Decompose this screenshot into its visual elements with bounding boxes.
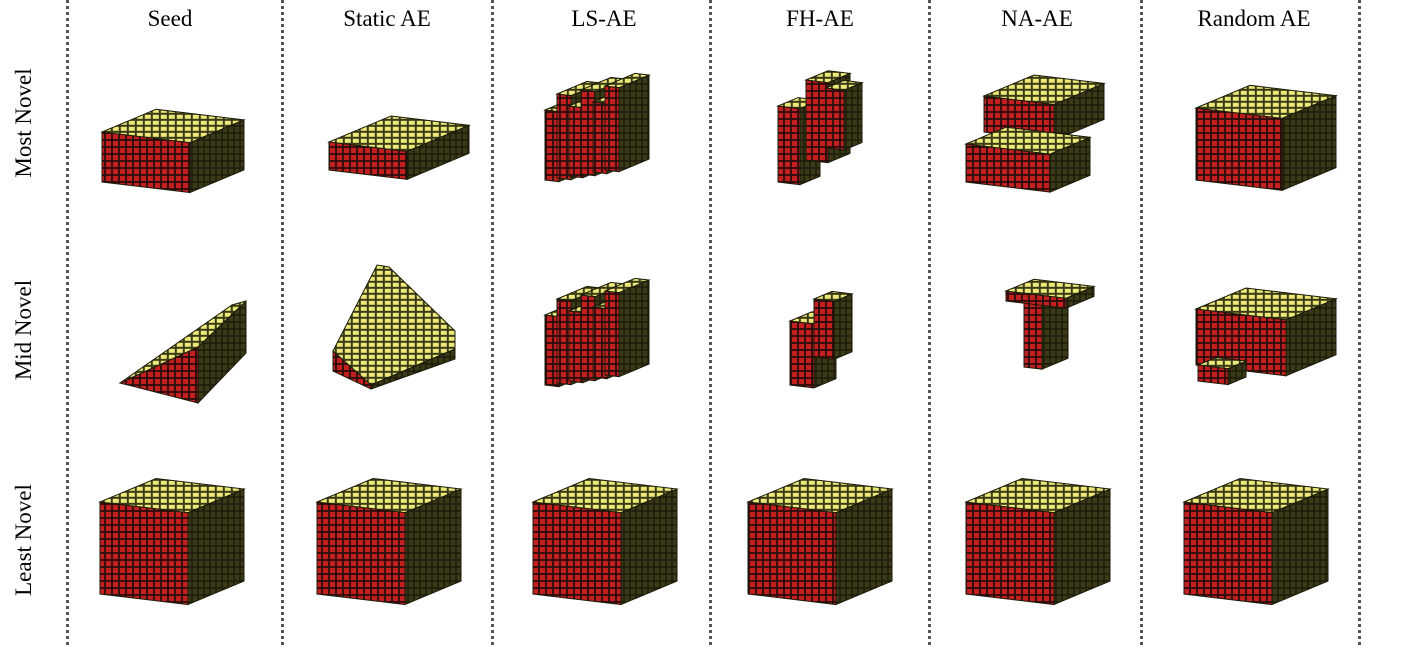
voxel-shape-r1-c3-tower-b-front [813, 298, 835, 360]
voxel-shape-r0-c1 [327, 115, 471, 181]
voxel-shape-r1-c5-body-top [1194, 287, 1338, 321]
voxel-shape-r0-c2-fin-5-top [603, 72, 651, 89]
voxel-shape-r1-c3-tower-b-top [812, 290, 854, 302]
column-title-static-ae: Static AE [343, 6, 431, 31]
voxel-shape-r1-c1 [332, 264, 456, 390]
voxel-shape-r2-c0 [98, 477, 246, 606]
voxel-shape-r2-c2 [531, 477, 679, 606]
voxel-shape-r1-c2 [543, 277, 651, 388]
column-title-seed: Seed [147, 6, 193, 31]
voxel-shape-r0-c3-tower-b-top [804, 70, 852, 84]
voxel-shape-r2-c2-cube-front [532, 501, 622, 606]
voxel-shape-r0-c5-lattice-front [1195, 107, 1283, 191]
voxel-shape-r2-c4-cube-top [964, 477, 1112, 514]
voxel-shape-r2-c1-cube-top [315, 477, 463, 514]
voxel-shape-r0-c0 [100, 108, 246, 194]
voxel-shape-r0-c0-slab-top [100, 108, 246, 144]
column-title-na-ae: NA-AE [1001, 6, 1073, 31]
voxel-shape-r1-c0-ramp-top [119, 300, 247, 384]
voxel-shape-r0-c2-fin-5-front [604, 85, 620, 173]
voxel-shape-r0-c3-tower-c-front [825, 87, 845, 151]
voxel-shape-r2-c3-cube-top [746, 477, 894, 514]
column-title-random-ae: Random AE [1197, 6, 1311, 31]
voxel-shape-r1-c2-fin-5-side [618, 279, 650, 378]
voxel-shape-r0-c4-lower-top [964, 126, 1092, 155]
voxel-shape-r0-c3-tower-c-top [824, 79, 864, 91]
voxel-shape-r1-c2-fin-5-top [603, 277, 651, 294]
voxel-shape-r2-c2-cube-top [531, 477, 679, 514]
divider-left [66, 0, 69, 645]
voxel-shape-r1-c5 [1194, 287, 1338, 386]
divider-2 [491, 0, 494, 645]
voxel-shape-r1-c4-stem-front [1023, 302, 1043, 370]
column-title-fh-ae: FH-AE [786, 6, 854, 31]
column-title-ls-ae: LS-AE [571, 6, 637, 31]
voxel-shape-r0-c4-upper-top [982, 74, 1106, 105]
divider-3 [709, 0, 712, 645]
divider-5 [1140, 0, 1143, 645]
voxel-shape-r2-c4-cube-front [965, 501, 1055, 606]
voxel-shape-r1-c4-cap-top [1004, 278, 1096, 299]
voxel-shape-r2-c5-cube-top [1182, 477, 1330, 514]
voxel-shape-r0-c3-tower-c-side [843, 81, 863, 151]
voxel-shape-r2-c5 [1182, 477, 1330, 606]
voxel-shape-r2-c4 [964, 477, 1112, 606]
voxel-shape-r0-c2 [543, 72, 651, 183]
voxel-shape-r1-c0 [118, 299, 247, 405]
voxel-shape-r1-c3-tower-a-front [789, 320, 815, 389]
voxel-shape-r2-c3-cube-front [747, 501, 837, 606]
voxel-shape-r0-c2-fin-5-side [618, 74, 650, 173]
voxel-shape-r2-c0-cube-front [99, 501, 189, 606]
divider-1 [281, 0, 284, 645]
voxel-shape-r2-c1-cube-front [316, 501, 406, 606]
voxel-shape-r1-c3 [788, 290, 854, 389]
voxel-shape-r2-c3 [746, 477, 894, 606]
voxel-shape-r0-c5 [1194, 84, 1338, 192]
voxel-shape-r1-c3-tower-b-side [833, 293, 853, 361]
divider-4 [928, 0, 931, 645]
voxel-shape-r0-c3-tower-b-front [805, 79, 829, 164]
voxel-shape-r1-c2-fin-5-front [604, 290, 620, 378]
voxel-shape-r1-c1-side [370, 348, 456, 390]
voxel-shape-r0-c5-lattice-top [1194, 84, 1338, 119]
voxel-shape-r0-c1-slab-top [327, 115, 471, 152]
voxel-shape-r0-c3 [776, 70, 864, 186]
divider-right [1358, 0, 1361, 645]
voxel-shape-r0-c4 [964, 74, 1106, 193]
voxel-shape-r0-c3-tower-a-front [777, 105, 801, 186]
voxel-shape-r2-c1 [315, 477, 463, 606]
voxel-shape-r1-c5-tab-top [1196, 356, 1248, 370]
voxel-shape-r2-c5-cube-front [1183, 501, 1273, 606]
voxel-shape-r1-c4 [1004, 278, 1096, 370]
voxel-shape-r2-c0-cube-top [98, 477, 246, 514]
